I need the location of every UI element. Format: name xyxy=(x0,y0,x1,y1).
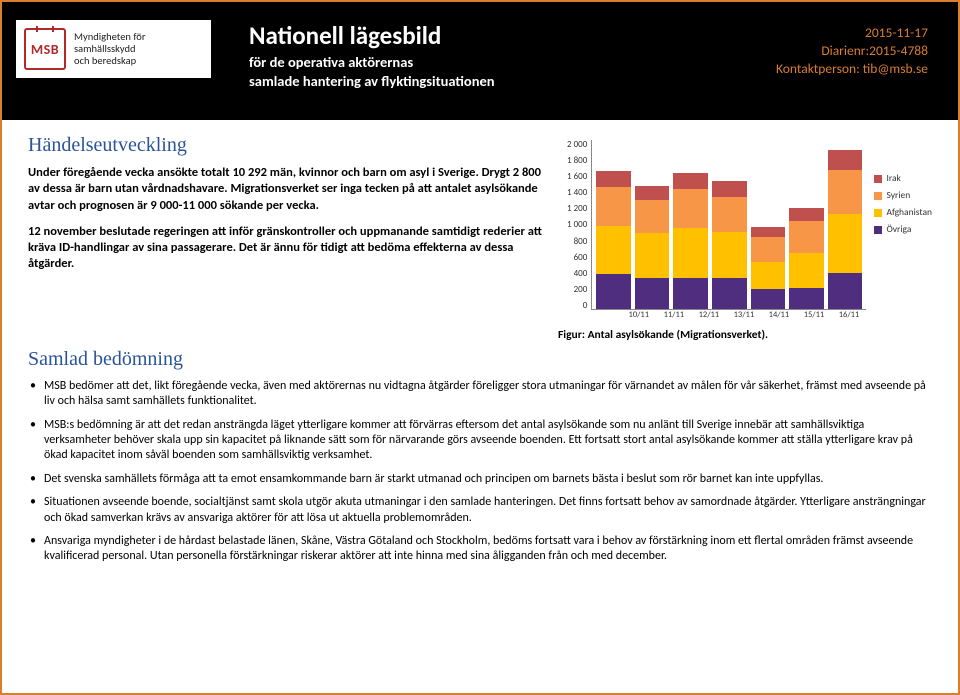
ytick-label: 1 000 xyxy=(567,220,587,229)
chart-segment xyxy=(828,273,863,309)
chart-segment xyxy=(635,278,670,309)
assessment-bullet: MSB bedömer att det, likt föregående vec… xyxy=(28,379,932,410)
chart-bar xyxy=(828,150,863,309)
legend-swatch xyxy=(874,209,882,217)
chart-segment xyxy=(751,227,786,236)
xtick-label: 15/11 xyxy=(796,310,831,320)
chart-segment xyxy=(635,200,670,232)
assessment-bullet: Ansvariga myndigheter i de hårdast belas… xyxy=(28,534,932,565)
logo-mark: MSB xyxy=(24,28,66,70)
assessment-bullet: Det svenska samhällets förmåga att ta em… xyxy=(28,472,932,487)
xtick-label: 12/11 xyxy=(691,310,726,320)
chart-segment xyxy=(751,289,786,309)
legend-swatch xyxy=(874,226,882,234)
chart-segment xyxy=(635,233,670,279)
chart-legend: IrakSyrienAfghanistanÖvriga xyxy=(874,140,932,238)
chart-segment xyxy=(673,189,708,228)
ytick-label: 2 000 xyxy=(567,140,587,149)
chart-plot xyxy=(591,140,866,310)
page-subtitle-2: samlade hantering av flyktingsituationen xyxy=(249,72,776,91)
header-contact: Kontaktperson: tib@msb.se xyxy=(776,60,928,78)
chart-segment xyxy=(635,186,670,200)
chart-segment xyxy=(789,253,824,288)
chart-segment xyxy=(751,262,786,289)
page-title: Nationell lägesbild xyxy=(249,20,776,51)
logo-line: och beredskap xyxy=(74,55,146,67)
chart-area: 2 000 1 800 1 600 1 400 1 200 1 000 800 600 400 2… xyxy=(567,140,866,320)
chart-bar xyxy=(596,171,631,309)
chart-yaxis: 2 000 1 800 1 600 1 400 1 200 1 000 800 600 400 2… xyxy=(567,140,591,310)
ytick-label: 600 xyxy=(567,253,587,262)
chart-segment xyxy=(828,150,863,170)
ytick-label: 1 200 xyxy=(567,204,587,213)
chart-segment xyxy=(712,278,747,309)
legend-label: Afghanistan xyxy=(886,204,932,221)
chart-segment xyxy=(828,170,863,213)
xtick-label: 13/11 xyxy=(726,310,761,320)
chart-segment xyxy=(751,237,786,263)
chart-segment xyxy=(596,187,631,225)
chart-segment xyxy=(596,274,631,309)
chart-bar xyxy=(712,181,747,309)
ytick-label: 400 xyxy=(567,269,587,278)
chart-xaxis: 10/1111/1112/1113/1114/1115/1116/11 xyxy=(591,310,866,320)
header-meta: 2015-11-17 Diarienr:2015-4788 Kontaktper… xyxy=(776,20,928,79)
section-heading-events: Händelseutveckling xyxy=(28,134,547,157)
legend-item: Afghanistan xyxy=(874,204,932,221)
legend-label: Övriga xyxy=(886,221,911,238)
header-bar: MSB Myndigheten för samhällsskydd och be… xyxy=(2,2,958,120)
xtick-label: 11/11 xyxy=(656,310,691,320)
legend-swatch xyxy=(874,192,882,200)
chart-segment xyxy=(789,288,824,309)
logo-box: MSB Myndigheten för samhällsskydd och be… xyxy=(16,20,211,78)
chart-segment xyxy=(596,226,631,274)
chart-bar xyxy=(789,208,824,309)
section-heading-assessment: Samlad bedömning xyxy=(28,348,932,371)
legend-label: Syrien xyxy=(886,187,910,204)
xtick-label: 16/11 xyxy=(831,310,866,320)
assessment-bullet: MSB:s bedömning är att det redan ansträn… xyxy=(28,418,932,464)
chart-segment xyxy=(789,208,824,222)
chart-segment xyxy=(596,171,631,187)
ytick-label: 1 400 xyxy=(567,188,587,197)
ytick-label: 1 600 xyxy=(567,172,587,181)
event-column: Händelseutveckling Under föregående veck… xyxy=(28,134,547,320)
chart-segment xyxy=(712,181,747,197)
chart-caption: Figur: Antal asylsökande (Migrationsverk… xyxy=(28,328,932,342)
legend-item: Övriga xyxy=(874,221,932,238)
chart-segment xyxy=(673,173,708,189)
logo-org-text: Myndigheten för samhällsskydd och bereds… xyxy=(74,31,146,67)
ytick-label: 0 xyxy=(567,301,587,310)
content-area: Händelseutveckling Under föregående veck… xyxy=(2,120,958,583)
page-subtitle-1: för de operativa aktörernas xyxy=(249,53,776,72)
assessment-bullet: Situationen avseende boende, socialtjäns… xyxy=(28,495,932,526)
legend-swatch xyxy=(874,175,882,183)
event-paragraph-2: 12 november beslutade regeringen att inf… xyxy=(28,224,547,273)
header-diarienr: Diarienr:2015-4788 xyxy=(776,42,928,60)
chart-bar xyxy=(751,227,786,309)
ytick-label: 800 xyxy=(567,237,587,246)
header-title-block: Nationell lägesbild för de operativa akt… xyxy=(211,20,776,91)
legend-item: Irak xyxy=(874,170,932,187)
legend-item: Syrien xyxy=(874,187,932,204)
chart-segment xyxy=(673,278,708,309)
header-date: 2015-11-17 xyxy=(776,24,928,42)
xtick-label: 10/11 xyxy=(621,310,656,320)
legend-label: Irak xyxy=(886,170,900,187)
top-row: Händelseutveckling Under föregående veck… xyxy=(28,134,932,320)
chart-bar xyxy=(635,186,670,309)
chart-column: 2 000 1 800 1 600 1 400 1 200 1 000 800 600 400 2… xyxy=(567,134,932,320)
chart-segment xyxy=(712,232,747,278)
assessment-bullets: MSB bedömer att det, likt föregående vec… xyxy=(28,379,932,565)
ytick-label: 200 xyxy=(567,285,587,294)
chart-segment xyxy=(828,214,863,274)
event-paragraph-1: Under föregående vecka ansökte totalt 10… xyxy=(28,165,547,214)
chart-wrap: 2 000 1 800 1 600 1 400 1 200 1 000 800 600 400 2… xyxy=(567,134,932,320)
chart-segment xyxy=(673,228,708,277)
chart-segment xyxy=(712,197,747,232)
ytick-label: 1 800 xyxy=(567,156,587,165)
chart-segment xyxy=(789,221,824,252)
xtick-label: 14/11 xyxy=(761,310,796,320)
chart-bar xyxy=(673,173,708,309)
